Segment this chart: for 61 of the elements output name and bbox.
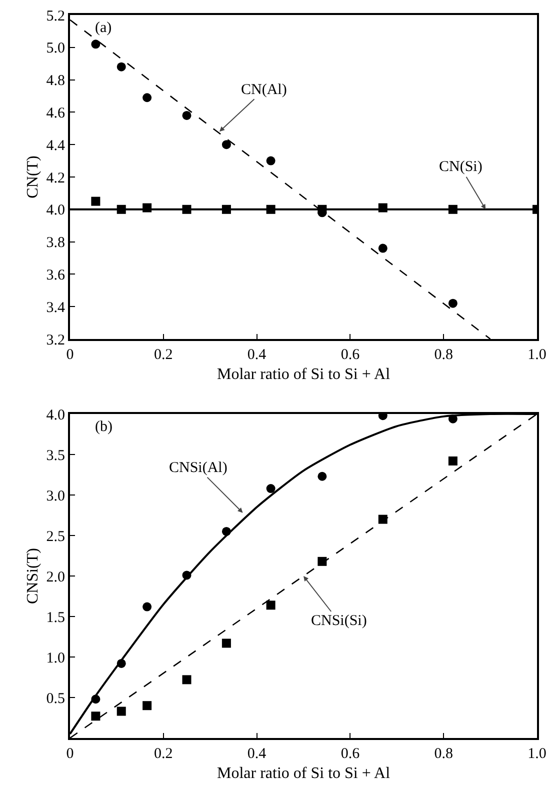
annotation: CNSi(Si)	[311, 613, 367, 629]
point	[142, 602, 152, 612]
point	[266, 600, 276, 610]
x-tick-label: 0.2	[154, 347, 173, 363]
point	[266, 156, 276, 166]
x-tick-label: 0.4	[247, 347, 267, 363]
x-tick-label: 0.2	[154, 746, 173, 762]
y-tick-label: 1.5	[46, 610, 65, 626]
annotation: (b)	[95, 419, 112, 435]
point	[266, 484, 276, 494]
point	[182, 675, 192, 684]
point	[378, 244, 388, 253]
x-tick-label: 0.6	[340, 746, 360, 762]
y-tick-label: 5.0	[46, 40, 65, 57]
y-tick-label: 4.0	[46, 202, 65, 219]
x-tick-label: 0.4	[247, 746, 267, 762]
point	[182, 110, 192, 120]
point	[318, 556, 327, 566]
x-tick-label: 0.8	[434, 347, 453, 363]
point	[142, 93, 152, 102]
x-tick-label: 0	[66, 746, 74, 762]
y-tick-label: 2.5	[46, 528, 65, 545]
y-tick-label: 1.0	[46, 650, 65, 666]
point	[91, 196, 100, 206]
point	[116, 706, 126, 716]
y-axis-title: CN(T)	[24, 156, 42, 198]
y-tick-label: 4.4	[46, 138, 66, 154]
point	[91, 40, 100, 49]
point	[142, 701, 152, 710]
point	[318, 472, 327, 481]
annotation: CN(Al)	[241, 82, 287, 98]
y-tick-label: 3.6	[46, 267, 66, 284]
point	[222, 140, 231, 150]
point	[116, 62, 126, 72]
y-tick-label: 3.0	[46, 488, 65, 504]
y-tick-label: 4.8	[46, 73, 65, 90]
y-tick-label: 2.0	[46, 569, 65, 586]
x-tick-label: 1.0	[528, 347, 546, 363]
y-tick-label: 4.0	[46, 407, 65, 424]
point	[448, 298, 458, 308]
y-tick-label: 3.8	[46, 235, 65, 252]
y-tick-label: 4.2	[46, 170, 65, 186]
y-tick-label: 5.2	[46, 8, 65, 24]
point	[448, 456, 458, 466]
annotation: CN(Si)	[439, 159, 482, 175]
x-tick-label: 0.8	[434, 746, 453, 762]
y-tick-label: 4.6	[46, 105, 66, 122]
x-axis-title: Molar ratio of Si to Si + Al	[216, 765, 391, 782]
x-tick-label: 0	[66, 347, 74, 363]
annotation: (a)	[95, 20, 112, 36]
x-tick-label: 1.0	[528, 746, 546, 762]
x-axis-title: Molar ratio of Si to Si + Al	[216, 366, 391, 384]
point	[222, 638, 231, 648]
point	[91, 712, 100, 721]
y-tick-label: 0.5	[46, 690, 65, 707]
y-tick-label: 3.2	[46, 332, 65, 348]
y-tick-label: 3.4	[46, 300, 66, 316]
x-tick-label: 0.6	[340, 347, 360, 363]
y-axis-title: CNSi(T)	[24, 548, 42, 604]
y-tick-label: 3.5	[46, 448, 65, 464]
annotation: CNSi(Al)	[169, 460, 228, 476]
